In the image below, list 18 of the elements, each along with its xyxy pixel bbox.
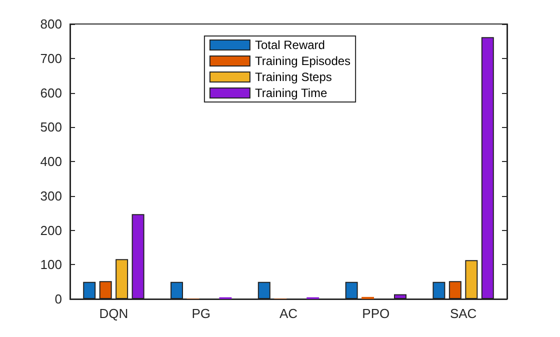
y-tick-label: 800 xyxy=(40,16,62,32)
x-tick-label: PG xyxy=(192,306,210,321)
y-tick-label: 200 xyxy=(40,222,62,238)
legend-label: Training Episodes xyxy=(254,54,351,68)
y-tick-label: 500 xyxy=(40,120,62,135)
x-tick-label: AC xyxy=(279,306,298,321)
x-tick-label: SAC xyxy=(450,306,477,321)
y-tick-label: 100 xyxy=(40,257,62,272)
y-tick-label: 0 xyxy=(54,292,62,306)
y-tick-label: 400 xyxy=(40,154,62,169)
y-tick-label: 300 xyxy=(40,188,62,204)
x-tick-label: PPO xyxy=(362,306,390,321)
legend-label: Training Time xyxy=(254,86,328,100)
y-tick-label: 600 xyxy=(40,85,62,100)
legend-label: Total Reward xyxy=(254,38,325,52)
legend-label: Training Steps xyxy=(254,70,332,84)
x-tick-label: DQN xyxy=(99,306,128,321)
y-tick-label: 700 xyxy=(40,50,62,66)
